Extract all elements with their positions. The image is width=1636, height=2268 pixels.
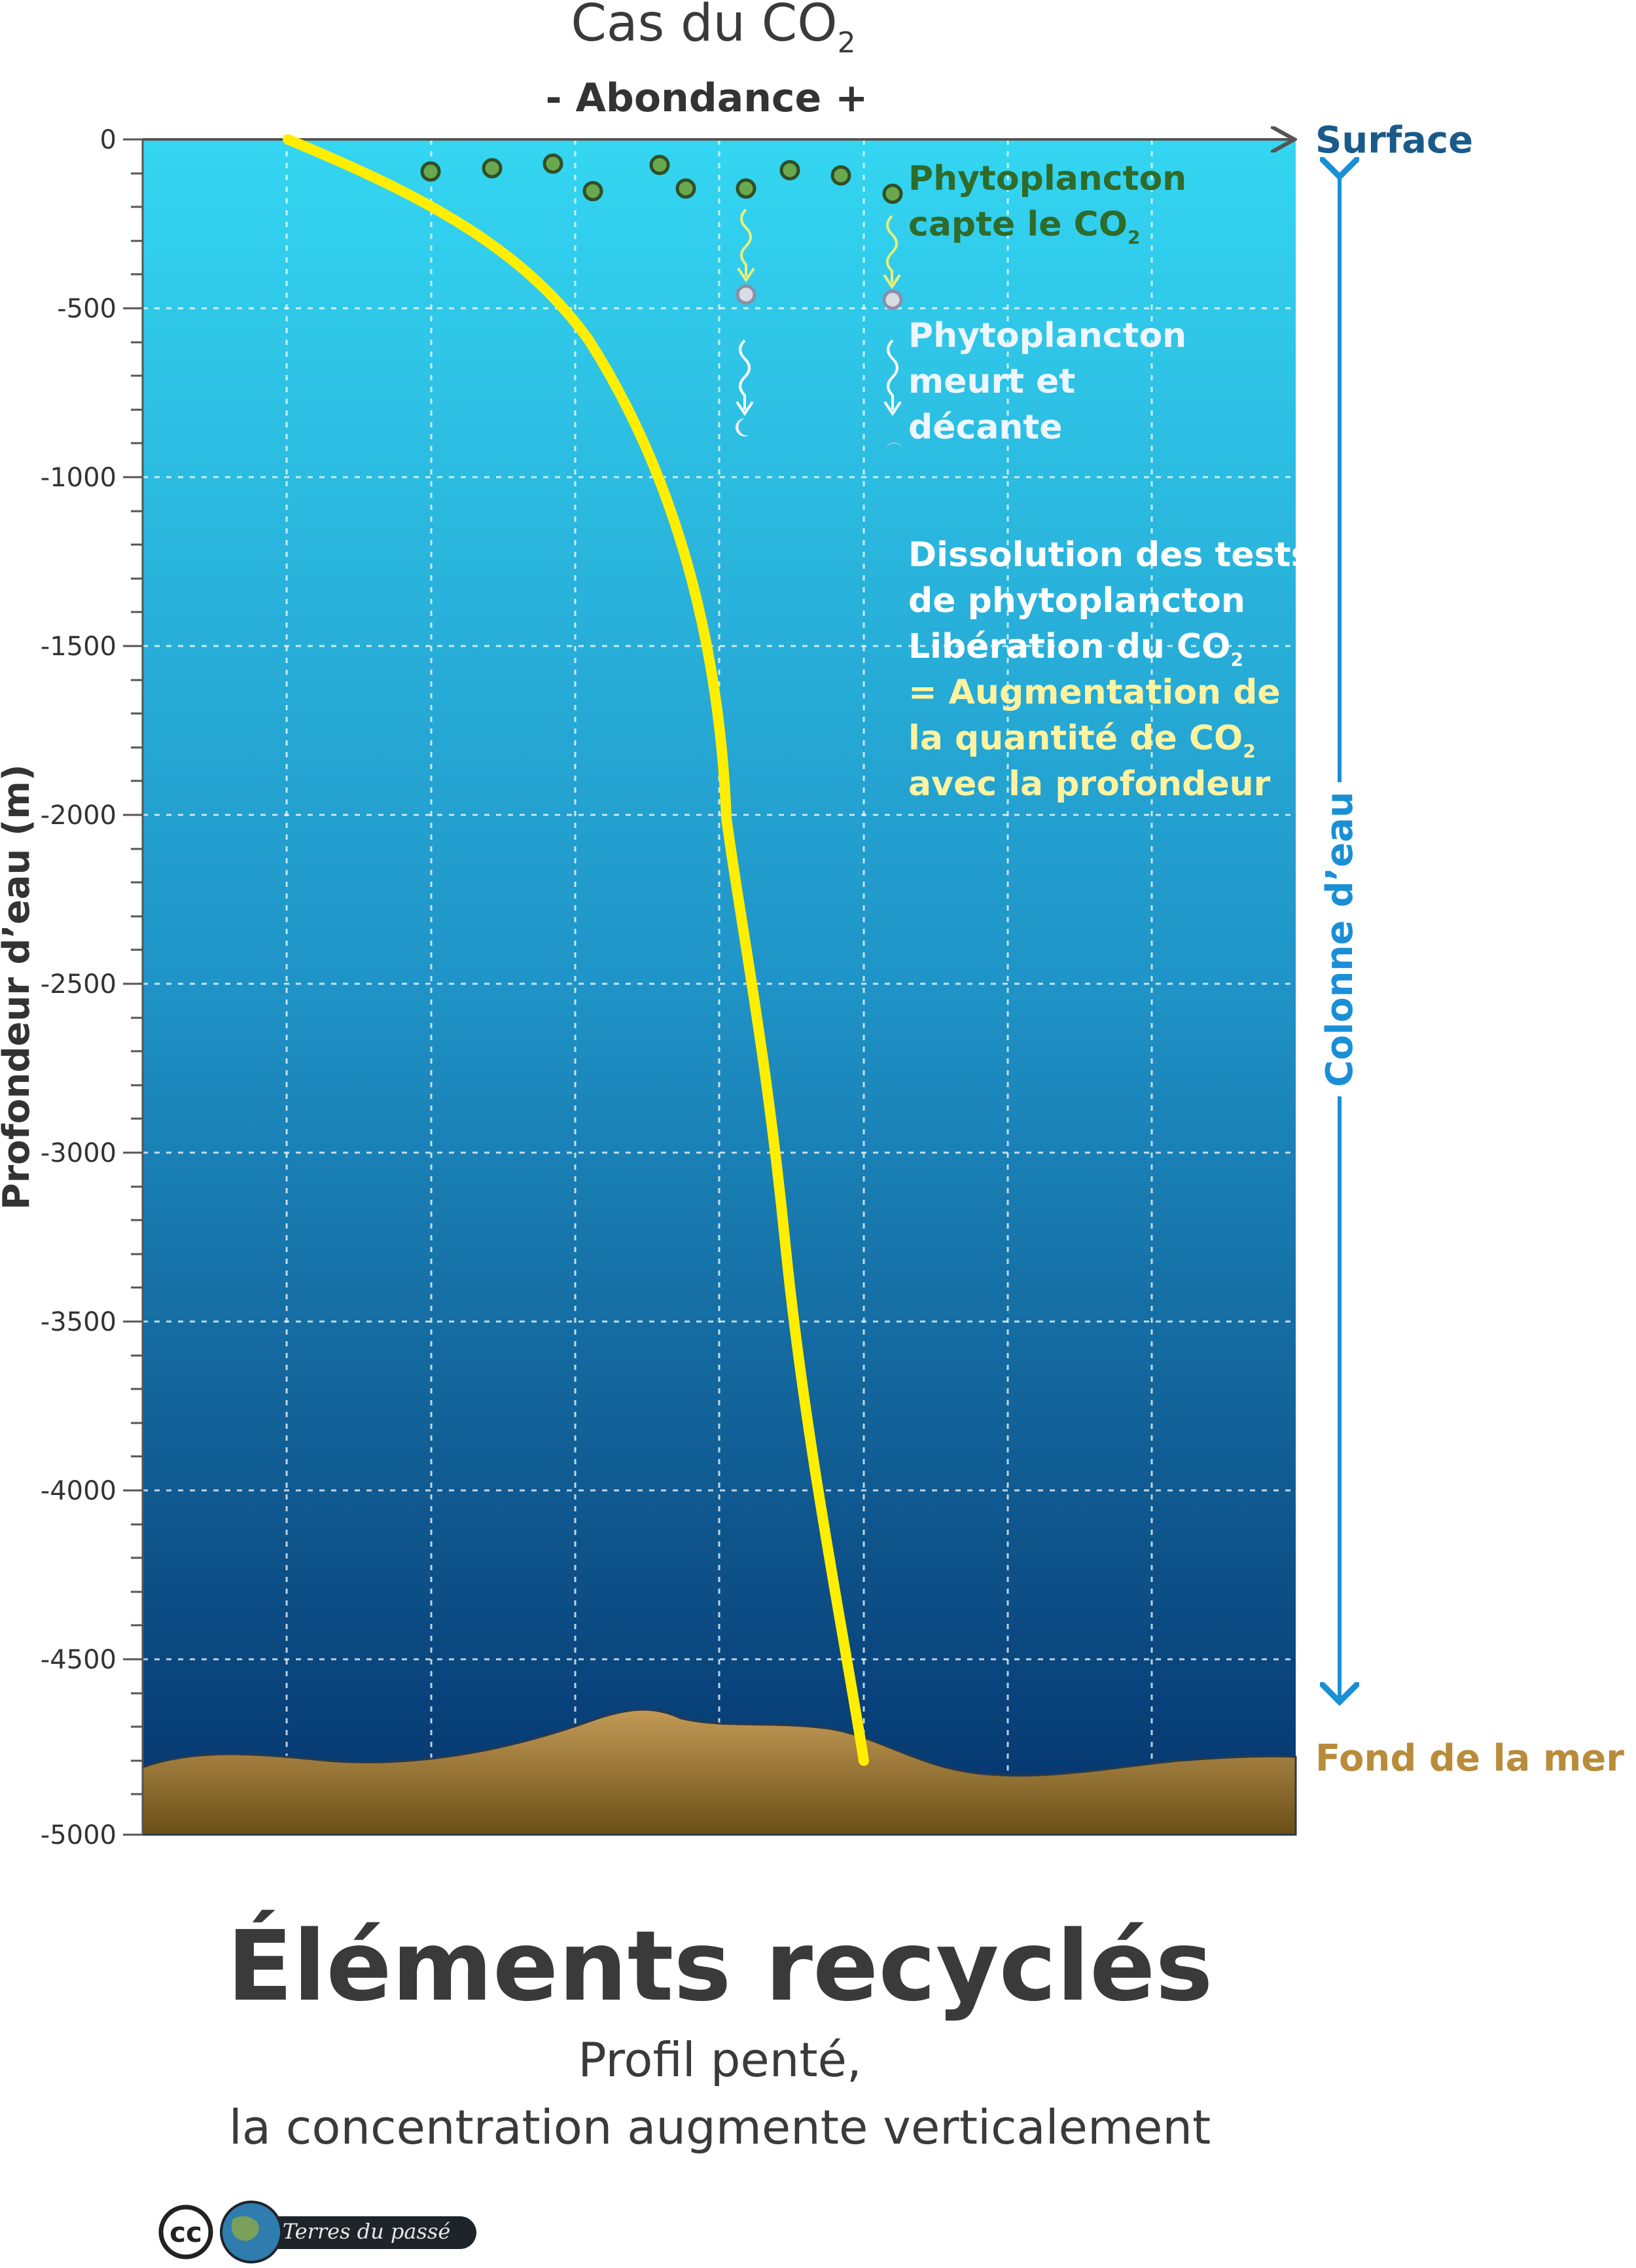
death-annotation-line3: décante bbox=[908, 408, 1063, 447]
footer-title: Éléments recyclés bbox=[226, 1909, 1213, 2023]
y-tick-label: -3500 bbox=[41, 1307, 116, 1337]
y-tick-label: -1000 bbox=[41, 463, 116, 493]
phytoplankton-cell bbox=[649, 154, 670, 175]
dead-phytoplankton bbox=[735, 284, 903, 452]
phytoplankton-cell bbox=[420, 161, 441, 182]
water-column-label: Colonne d’eau bbox=[1319, 791, 1361, 1087]
y-tick-label: -2000 bbox=[41, 801, 116, 831]
capture-annotation-line2: capte le CO2 bbox=[908, 205, 1140, 248]
phytoplankton-cell bbox=[482, 158, 503, 179]
footer-subtitle-line1: Profil penté, bbox=[578, 2032, 862, 2087]
grid bbox=[143, 139, 1296, 1835]
y-tick-label: -4500 bbox=[41, 1645, 116, 1675]
x-axis-label: - Abondance + bbox=[546, 75, 868, 121]
dissolution-line2: de phytoplancton bbox=[908, 581, 1245, 621]
y-tick-label: 0 bbox=[100, 125, 116, 155]
seafloor-label: Fond de la mer bbox=[1315, 1737, 1624, 1780]
y-axis-minor-ticks bbox=[131, 172, 143, 1795]
y-tick-label: -2500 bbox=[41, 969, 116, 999]
co2-profile-curve bbox=[283, 134, 869, 1766]
brand-name: Terres du passé bbox=[283, 2219, 451, 2244]
phytoplankton-cell bbox=[736, 178, 756, 199]
death-annotation-line2: meurt et bbox=[908, 362, 1075, 401]
header-title: Cas du CO2 bbox=[571, 0, 855, 60]
y-tick-label: -3000 bbox=[41, 1138, 116, 1168]
phytoplankton-cell bbox=[582, 181, 603, 202]
dissolution-line6: avec la profondeur bbox=[908, 765, 1271, 804]
dissolution-line5: la quantité de CO2 bbox=[908, 719, 1256, 762]
y-tick-label: -500 bbox=[57, 294, 116, 324]
dissolution-line4: = Augmentation de bbox=[908, 673, 1281, 712]
globe-land bbox=[231, 2216, 259, 2241]
death-annotation-line1: Phytoplancton bbox=[908, 316, 1186, 355]
y-tick-label: -5000 bbox=[41, 1820, 116, 1850]
sinking-arrows-upper bbox=[737, 208, 901, 289]
phytoplankton-cell bbox=[779, 160, 800, 181]
phytoplankton-cell bbox=[882, 183, 903, 204]
cc-license-icon bbox=[158, 2205, 213, 2259]
dissolving-shell-icon bbox=[735, 418, 749, 437]
surface-label: Surface bbox=[1315, 119, 1473, 162]
brand-banner bbox=[229, 2216, 476, 2249]
brand-logo: cc Terres du passé bbox=[158, 2201, 476, 2263]
y-tick-label: -4000 bbox=[41, 1476, 116, 1506]
phytoplankton-cell bbox=[830, 165, 851, 186]
dissolution-line3: Libération du CO2 bbox=[908, 627, 1243, 670]
phytoplankton-cell bbox=[675, 178, 696, 199]
dead-cell-icon bbox=[882, 289, 903, 310]
seafloor-sediment bbox=[141, 1708, 1297, 1836]
footer-subtitle-line2: la concentration augmente verticalement bbox=[229, 2100, 1211, 2155]
capture-annotation-line1: Phytoplancton bbox=[908, 159, 1186, 198]
y-axis-major-ticks bbox=[123, 138, 143, 1836]
phytoplankton-cells bbox=[420, 153, 903, 204]
dead-cell-icon bbox=[736, 284, 756, 305]
cc-license-text: cc bbox=[169, 2216, 202, 2248]
dissolution-line1: Dissolution des tests bbox=[908, 535, 1311, 575]
water-column-area bbox=[143, 139, 1296, 1835]
sinking-arrows-lower bbox=[736, 339, 902, 416]
y-axis-title: Profondeur d’eau (m) bbox=[0, 765, 38, 1210]
phytoplankton-cell bbox=[542, 153, 563, 174]
y-tick-label: -1500 bbox=[41, 632, 116, 662]
